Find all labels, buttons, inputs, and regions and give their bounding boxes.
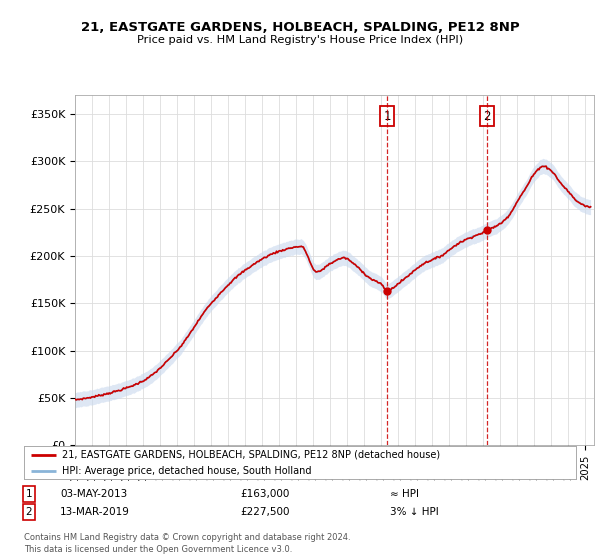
Text: 1: 1 — [383, 110, 391, 123]
Text: £227,500: £227,500 — [240, 507, 290, 517]
Text: ≈ HPI: ≈ HPI — [390, 489, 419, 499]
Text: 21, EASTGATE GARDENS, HOLBEACH, SPALDING, PE12 8NP (detached house): 21, EASTGATE GARDENS, HOLBEACH, SPALDING… — [62, 450, 440, 460]
Text: 21, EASTGATE GARDENS, HOLBEACH, SPALDING, PE12 8NP: 21, EASTGATE GARDENS, HOLBEACH, SPALDING… — [80, 21, 520, 34]
Text: 2: 2 — [25, 507, 32, 517]
Text: 2: 2 — [483, 110, 491, 123]
Text: HPI: Average price, detached house, South Holland: HPI: Average price, detached house, Sout… — [62, 466, 311, 476]
Text: 1: 1 — [25, 489, 32, 499]
Text: 13-MAR-2019: 13-MAR-2019 — [60, 507, 130, 517]
Text: Price paid vs. HM Land Registry's House Price Index (HPI): Price paid vs. HM Land Registry's House … — [137, 35, 463, 45]
Text: 3% ↓ HPI: 3% ↓ HPI — [390, 507, 439, 517]
Text: 03-MAY-2013: 03-MAY-2013 — [60, 489, 127, 499]
Text: Contains HM Land Registry data © Crown copyright and database right 2024.
This d: Contains HM Land Registry data © Crown c… — [24, 533, 350, 554]
Text: £163,000: £163,000 — [240, 489, 289, 499]
